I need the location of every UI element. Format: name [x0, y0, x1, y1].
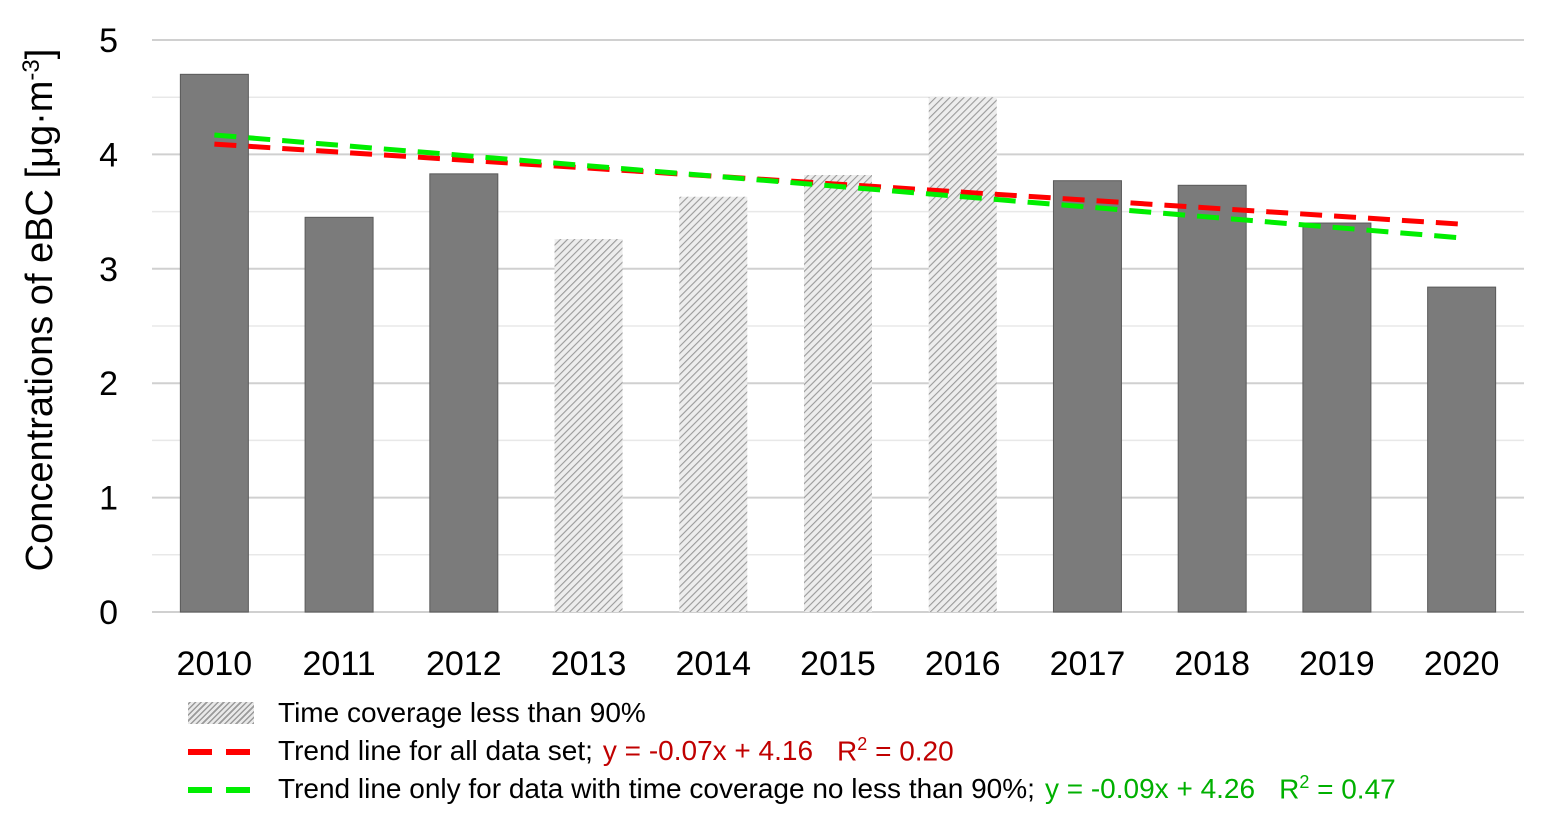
- y-tick-label: 0: [99, 594, 118, 632]
- trend-high-r2: R2 = 0.47: [1279, 772, 1396, 805]
- trend-lines: [214, 132, 1462, 241]
- trend-all-equation: y = -0.07x + 4.16: [602, 735, 814, 766]
- bar-2011: [304, 216, 374, 613]
- trend-all-r2: R2 = 0.20: [837, 734, 954, 767]
- x-tick-label: 2018: [1174, 645, 1250, 683]
- bar-2018: [1177, 184, 1247, 613]
- bars: [179, 73, 1497, 613]
- green-dash-line-icon: [188, 787, 254, 793]
- y-tick-label: 4: [99, 136, 118, 174]
- legend-label-low-coverage: Time coverage less than 90%: [278, 697, 646, 728]
- bar-2012: [429, 173, 499, 613]
- y-tick-label: 1: [99, 480, 118, 518]
- bar-2014: [679, 196, 748, 612]
- bar-2013: [554, 239, 623, 612]
- legend-item-trend-high: Trend line only for data with time cover…: [188, 770, 1396, 808]
- x-tick-label: 2013: [551, 645, 627, 683]
- bar-2019: [1302, 222, 1372, 613]
- y-tick-label: 3: [99, 251, 118, 289]
- red-dash-line-icon: [188, 749, 254, 755]
- bar-2016: [928, 97, 997, 612]
- x-tick-label: 2014: [675, 645, 751, 683]
- x-tick-label: 2012: [426, 645, 502, 683]
- y-tick-labels: 0 1 2 3 4 5: [99, 22, 118, 632]
- y-tick-label: 5: [99, 22, 118, 60]
- x-tick-label: 2010: [177, 645, 253, 683]
- y-tick-label: 2: [99, 365, 118, 403]
- legend-label-trend-high: Trend line only for data with time cover…: [278, 773, 1035, 804]
- trend-line-high-coverage: [214, 132, 1462, 241]
- bar-2017: [1052, 180, 1122, 613]
- x-tick-label: 2011: [303, 645, 376, 683]
- x-tick-labels: 2010 2011 2012 2013 2014 2015 2016 2017 2018 2019…: [177, 645, 1500, 683]
- x-tick-label: 2017: [1050, 645, 1126, 683]
- legend: Time coverage less than 90% Trend line f…: [188, 694, 1396, 808]
- x-tick-label: 2020: [1424, 645, 1500, 683]
- trend-high-equation: y = -0.09x + 4.26: [1044, 773, 1256, 804]
- bar-2010: [179, 73, 249, 613]
- x-tick-label: 2016: [925, 645, 1001, 683]
- y-axis-label: Concentrations of eBC [μg·m-3]: [18, 49, 62, 572]
- legend-item-low-coverage: Time coverage less than 90%: [188, 694, 1396, 732]
- x-tick-label: 2015: [800, 645, 876, 683]
- x-tick-label: 2019: [1299, 645, 1375, 683]
- legend-item-trend-all: Trend line for all data set; y = -0.07x …: [188, 732, 1396, 770]
- legend-label-trend-all: Trend line for all data set;: [278, 735, 593, 766]
- hatch-swatch-icon: [188, 702, 254, 724]
- bar-2020: [1427, 286, 1497, 613]
- bar-2015: [804, 174, 872, 612]
